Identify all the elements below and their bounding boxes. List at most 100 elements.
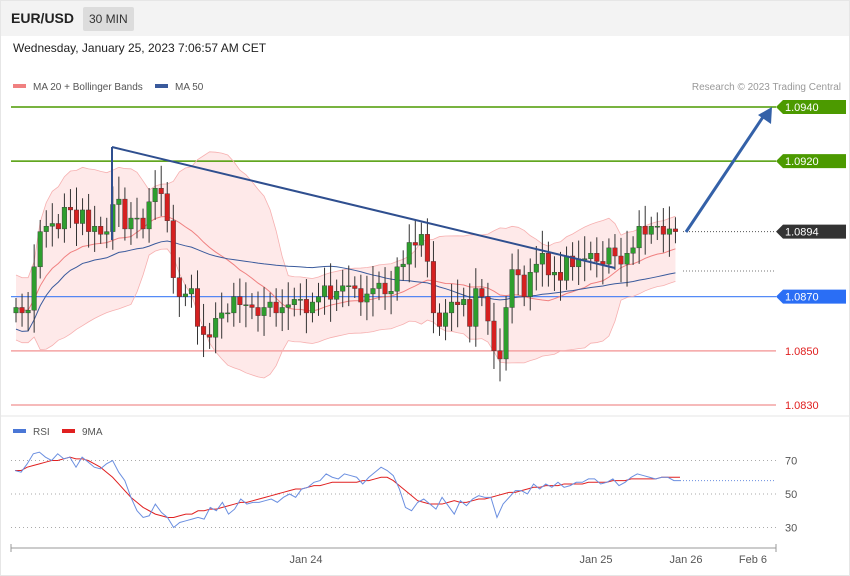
candle-body xyxy=(654,225,660,228)
rsi-tick-label: 70 xyxy=(785,456,797,468)
legend-swatch-9ma xyxy=(62,429,75,433)
candle-body xyxy=(364,293,370,303)
candle-body xyxy=(219,312,225,319)
candle-body xyxy=(479,288,485,297)
bollinger-band-area xyxy=(16,151,676,378)
candle-body xyxy=(340,285,346,292)
candle-body xyxy=(146,201,152,230)
candle-body xyxy=(539,253,545,265)
level-labels: 1.0940 1.0920 1.0894 1.0870 1.0850 1.0830 xyxy=(776,100,846,412)
candle-body xyxy=(660,225,666,235)
legend-swatch-ma50 xyxy=(155,84,168,88)
candle-body xyxy=(122,198,128,230)
candle-body xyxy=(188,288,194,295)
candle-body xyxy=(170,220,176,278)
trend-drawings xyxy=(111,107,772,269)
candle-body xyxy=(225,312,231,315)
candle-body xyxy=(31,266,37,311)
level-label-last-price: 1.0894 xyxy=(785,227,819,239)
candle-body xyxy=(527,272,533,297)
candle-body xyxy=(328,285,334,300)
forecast-arrow-line xyxy=(684,113,767,233)
level-label-resistance: 1.0920 xyxy=(785,156,819,168)
candle-body xyxy=(249,304,255,308)
candle-body xyxy=(231,296,237,314)
candle-body xyxy=(297,299,303,301)
candle-body xyxy=(449,301,455,314)
candle-body xyxy=(467,299,473,327)
candle-body xyxy=(61,207,67,230)
candle-body xyxy=(116,198,122,205)
rsi-panel: 70 50 30 xyxy=(11,451,797,535)
candle-body xyxy=(612,247,618,257)
candle-body xyxy=(358,288,364,303)
candle-body xyxy=(334,291,340,300)
candle-body xyxy=(503,307,509,360)
timeframe-badge[interactable]: 30 MIN xyxy=(83,7,134,31)
candle-body xyxy=(267,301,273,308)
candle-body xyxy=(388,291,394,295)
candle-body xyxy=(237,296,243,305)
chart-header: EUR/USD 30 MIN xyxy=(1,1,849,36)
candle-body xyxy=(322,285,328,297)
instrument-symbol: EUR/USD xyxy=(11,10,75,26)
legend-swatch-rsi xyxy=(13,429,26,433)
candle-body xyxy=(49,223,55,227)
legend-label-9ma: 9MA xyxy=(82,427,103,438)
candle-body xyxy=(164,193,170,221)
candle-body xyxy=(521,274,527,297)
rsi-legend: RSI 9MA xyxy=(13,427,103,438)
candle-body xyxy=(207,334,213,338)
last-price-tag xyxy=(776,224,846,239)
candle-body xyxy=(86,209,92,232)
candle-body xyxy=(437,312,443,327)
candle-body xyxy=(279,307,285,314)
candle-body xyxy=(194,288,200,327)
candle-body xyxy=(551,272,557,276)
moving-averages xyxy=(15,151,676,379)
candle-body xyxy=(291,299,297,305)
x-tick-label: Jan 25 xyxy=(579,554,612,566)
candle-body xyxy=(606,247,612,265)
candle-body xyxy=(497,350,503,360)
candle-body xyxy=(43,225,49,232)
candle-body xyxy=(80,209,86,224)
chart-datetime: Wednesday, January 25, 2023 7:06:57 AM C… xyxy=(13,41,267,55)
candle-body xyxy=(533,263,539,273)
candle-body xyxy=(570,255,576,268)
legend-label-rsi: RSI xyxy=(33,427,50,438)
candle-body xyxy=(418,234,424,246)
candle-body xyxy=(545,253,551,276)
x-tick-label: Jan 24 xyxy=(289,554,322,566)
candle-body xyxy=(642,225,648,235)
candle-body xyxy=(636,225,642,249)
candle-body xyxy=(128,217,134,230)
candle-body xyxy=(158,188,164,194)
candle-body xyxy=(352,285,358,289)
candle-body xyxy=(303,299,309,314)
chart-credit: Research © 2023 Trading Central xyxy=(692,82,841,93)
candle-body xyxy=(412,242,418,246)
level-label-resistance: 1.0940 xyxy=(785,102,819,114)
candle-body xyxy=(672,228,678,232)
level-label-support: 1.0830 xyxy=(785,400,819,412)
ma20-line xyxy=(15,215,676,312)
candle-body xyxy=(67,207,73,211)
time-axis: Jan 24 Jan 25 Jan 26 Feb 6 xyxy=(10,544,777,566)
candle-body xyxy=(443,312,449,327)
candle-body xyxy=(134,217,140,220)
candle-body xyxy=(273,301,279,314)
candle-body xyxy=(618,255,624,265)
candle-body xyxy=(37,231,43,268)
candle-body xyxy=(424,234,430,262)
candle-body xyxy=(564,255,570,281)
candle-body xyxy=(491,320,497,352)
bollinger-band-fill xyxy=(16,151,676,378)
candle-body xyxy=(243,304,249,306)
x-tick-label: Feb 6 xyxy=(739,554,767,566)
candle-body xyxy=(201,326,207,335)
candle-body xyxy=(594,253,600,262)
candle-body xyxy=(473,288,479,327)
candles xyxy=(13,165,678,382)
